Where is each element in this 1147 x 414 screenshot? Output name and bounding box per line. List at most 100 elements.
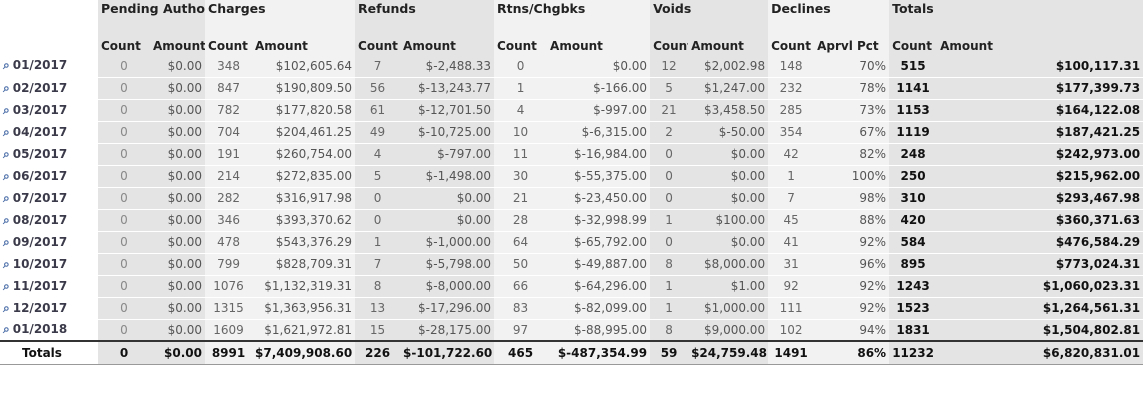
table-row: ⌕ 02/2017 0 $0.00 847 $190,809.50 56 $-13,243.7… [0, 77, 1144, 100]
pending-amount-cell: $0.00 [150, 143, 206, 166]
period-link[interactable]: ⌕ 01/2017 [0, 55, 98, 78]
period-link[interactable]: ⌕ 01/2018 [0, 319, 98, 342]
refunds-count-cell: 7 [355, 253, 401, 276]
totals-count: 11232 [889, 340, 938, 365]
voids-count-cell: 1 [650, 297, 689, 320]
magnifier-icon[interactable]: ⌕ [3, 102, 10, 117]
totals-rtns-count: 465 [494, 340, 548, 365]
magnifier-icon[interactable]: ⌕ [3, 190, 10, 205]
magnifier-icon[interactable]: ⌕ [3, 124, 10, 139]
refunds-amount-cell: $-13,243.77 [400, 77, 495, 100]
subheader-amount: Amount [150, 36, 206, 55]
refunds-count-cell: 8 [355, 275, 401, 298]
period-label[interactable]: 03/2017 [12, 102, 68, 117]
totals-voids-count: 59 [650, 340, 689, 365]
aprvl-pct-cell: 88% [814, 209, 890, 232]
totals-amount-cell: $1,504,802.81 [937, 319, 1144, 342]
period-link[interactable]: ⌕ 03/2017 [0, 99, 98, 122]
magnifier-icon[interactable]: ⌕ [3, 80, 10, 95]
voids-amount-cell: $1,000.00 [688, 297, 769, 320]
period-link[interactable]: ⌕ 10/2017 [0, 253, 98, 276]
totals-refunds-count: 226 [355, 340, 401, 365]
magnifier-icon[interactable]: ⌕ [3, 322, 10, 337]
magnifier-icon[interactable]: ⌕ [3, 168, 10, 183]
period-link[interactable]: ⌕ 05/2017 [0, 143, 98, 166]
totals-count-cell: 310 [889, 187, 938, 210]
period-label[interactable]: 11/2017 [12, 278, 68, 293]
declines-count-cell: 102 [768, 319, 815, 342]
pending-amount-cell: $0.00 [150, 121, 206, 144]
totals-amount-cell: $187,421.25 [937, 121, 1144, 144]
voids-count-cell: 0 [650, 187, 689, 210]
refunds-amount-cell: $-8,000.00 [400, 275, 495, 298]
pending-count-cell: 0 [98, 121, 150, 144]
period-link[interactable]: ⌕ 11/2017 [0, 275, 98, 298]
totals-pending-amount: $0.00 [150, 340, 206, 365]
table-row: ⌕ 06/2017 0 $0.00 214 $272,835.00 5 $-1,498.00 3… [0, 165, 1144, 188]
voids-count-cell: 1 [650, 209, 689, 232]
totals-count-cell: 1831 [889, 319, 938, 342]
voids-amount-cell: $2,002.98 [688, 55, 769, 78]
period-link[interactable]: ⌕ 06/2017 [0, 165, 98, 188]
aprvl-pct-cell: 96% [814, 253, 890, 276]
magnifier-icon[interactable]: ⌕ [3, 58, 10, 73]
totals-label: Totals [0, 340, 98, 365]
period-label[interactable]: 07/2017 [12, 190, 68, 205]
totals-count-cell: 515 [889, 55, 938, 78]
refunds-count-cell: 0 [355, 209, 401, 232]
table-row: ⌕ 09/2017 0 $0.00 478 $543,376.29 1 $-1,000.00 6… [0, 231, 1144, 254]
period-label[interactable]: 01/2018 [12, 322, 68, 337]
period-link[interactable]: ⌕ 04/2017 [0, 121, 98, 144]
period-label[interactable]: 10/2017 [12, 256, 68, 271]
aprvl-pct-cell: 94% [814, 319, 890, 342]
period-label[interactable]: 02/2017 [12, 80, 68, 95]
period-link[interactable]: ⌕ 08/2017 [0, 209, 98, 232]
declines-count-cell: 31 [768, 253, 815, 276]
totals-charges-count: 8991 [205, 340, 253, 365]
table-row: ⌕ 01/2018 0 $0.00 1609 $1,621,972.81 15 $-28,17… [0, 319, 1144, 342]
period-label[interactable]: 04/2017 [12, 124, 68, 139]
magnifier-icon[interactable]: ⌕ [3, 278, 10, 293]
period-label[interactable]: 09/2017 [12, 234, 68, 249]
table-row: ⌕ 03/2017 0 $0.00 782 $177,820.58 61 $-12,701.5… [0, 99, 1144, 122]
declines-count-cell: 41 [768, 231, 815, 254]
refunds-amount-cell: $-797.00 [400, 143, 495, 166]
period-label[interactable]: 05/2017 [12, 146, 68, 161]
refunds-count-cell: 61 [355, 99, 401, 122]
rtns-count-cell: 50 [494, 253, 548, 276]
totals-amount-cell: $1,060,023.31 [937, 275, 1144, 298]
magnifier-icon[interactable]: ⌕ [3, 212, 10, 227]
magnifier-icon[interactable]: ⌕ [3, 234, 10, 249]
charges-count-cell: 348 [205, 55, 253, 78]
magnifier-icon[interactable]: ⌕ [3, 256, 10, 271]
period-link[interactable]: ⌕ 07/2017 [0, 187, 98, 210]
magnifier-icon[interactable]: ⌕ [3, 300, 10, 315]
group-header-pending: Pending Authorizations [98, 0, 206, 36]
subheader-count: Count [494, 36, 548, 55]
period-link[interactable]: ⌕ 02/2017 [0, 77, 98, 100]
pending-amount-cell: $0.00 [150, 99, 206, 122]
totals-amount-cell: $164,122.08 [937, 99, 1144, 122]
corner-cell [0, 0, 98, 36]
voids-count-cell: 1 [650, 275, 689, 298]
rtns-count-cell: 0 [494, 55, 548, 78]
period-label[interactable]: 12/2017 [12, 300, 68, 315]
voids-count-cell: 0 [650, 165, 689, 188]
magnifier-icon[interactable]: ⌕ [3, 146, 10, 161]
declines-count-cell: 1 [768, 165, 815, 188]
totals-aprvl-pct: 86% [814, 340, 890, 365]
declines-count-cell: 42 [768, 143, 815, 166]
rtns-count-cell: 1 [494, 77, 548, 100]
period-link[interactable]: ⌕ 12/2017 [0, 297, 98, 320]
period-label[interactable]: 01/2017 [12, 58, 68, 73]
pending-count-cell: 0 [98, 55, 150, 78]
refunds-amount-cell: $0.00 [400, 209, 495, 232]
period-label[interactable]: 08/2017 [12, 212, 68, 227]
voids-amount-cell: $8,000.00 [688, 253, 769, 276]
period-label[interactable]: 06/2017 [12, 168, 68, 183]
period-link[interactable]: ⌕ 09/2017 [0, 231, 98, 254]
charges-amount-cell: $102,605.64 [252, 55, 356, 78]
charges-amount-cell: $316,917.98 [252, 187, 356, 210]
totals-amount-cell: $100,117.31 [937, 55, 1144, 78]
refunds-count-cell: 0 [355, 187, 401, 210]
